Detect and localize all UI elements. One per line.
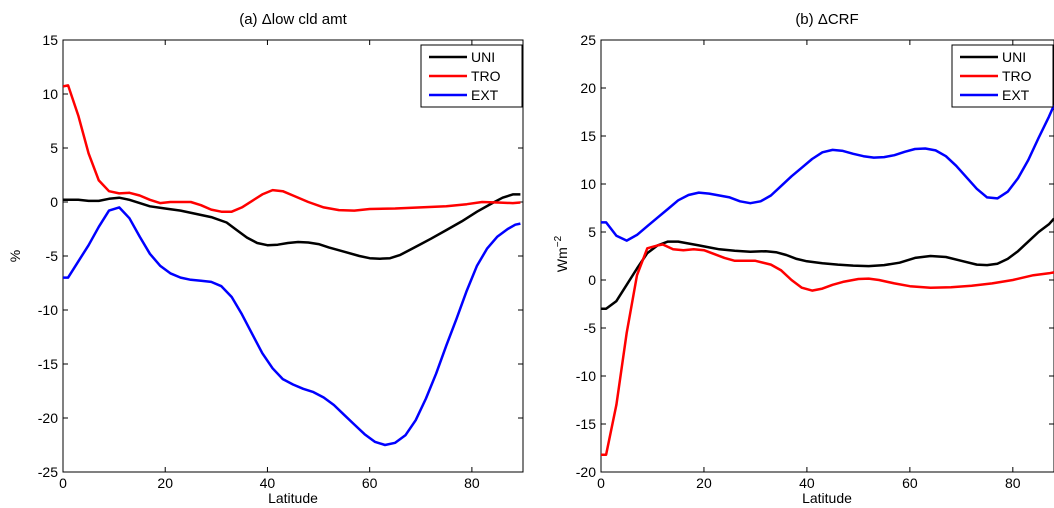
panel-a-xtick-label: 20 — [157, 475, 173, 491]
panel-b-legend: UNI TRO EXT — [951, 44, 1054, 108]
panel-a-series-tro — [63, 84, 521, 213]
panel-a-xtick-label: 60 — [362, 475, 378, 491]
panel-b-ytick-label: -5 — [584, 320, 597, 336]
panel-b-axes-box — [600, 39, 1054, 473]
panel-a-legend: UNI TRO EXT — [420, 44, 523, 108]
panel-a-xtick-label: 80 — [464, 475, 480, 491]
panel-b-legend-label-ext: EXT — [1002, 87, 1030, 103]
panel-a-xtick-label: 40 — [260, 475, 276, 491]
panel-b-xtick-label: 40 — [799, 475, 815, 491]
panel-a-xlabel: Latitude — [268, 490, 318, 506]
panel-b-ytick-label: 10 — [580, 176, 596, 192]
panel-b-ytick-label: 15 — [580, 128, 596, 144]
panel-a-series-uni — [63, 193, 521, 260]
panel-a-legend-label-ext: EXT — [471, 87, 499, 103]
panel-a-ytick-label: -20 — [38, 410, 58, 426]
panel-a-ytick-label: -5 — [46, 248, 59, 264]
panel-b-ytick-label: 5 — [588, 224, 596, 240]
panel-b-ytick-label: -15 — [576, 416, 596, 432]
panel-a-ytick-label: -15 — [38, 356, 58, 372]
panel-b-xtick-label: 80 — [1005, 475, 1021, 491]
panel-b-ylabel: Wm−2 — [553, 235, 570, 272]
panel-a-legend-label-tro: TRO — [471, 68, 501, 84]
panel-b-xtick-label: 0 — [597, 475, 605, 491]
panel-b-ylabel-unit: Wm — [554, 247, 570, 272]
panel-a-ytick-label: 10 — [42, 86, 58, 102]
panel-b-legend-label-uni: UNI — [1002, 49, 1026, 65]
panel-a-series-ext — [63, 206, 521, 447]
panel-a-ytick-label: 5 — [50, 140, 58, 156]
panel-b-xtick-label: 60 — [902, 475, 918, 491]
panel-b-series-uni — [601, 217, 1054, 311]
panel-a-ytick-label: -10 — [38, 302, 58, 318]
panel-b-series-ext — [601, 104, 1054, 242]
panel-a-ytick-label: 15 — [42, 32, 58, 48]
panel-a-title: (a) Δlow cld amt — [239, 11, 347, 28]
panel-b-ytick-label: 0 — [588, 272, 596, 288]
panel-b-legend-label-tro: TRO — [1002, 68, 1032, 84]
panel-a-legend-label-uni: UNI — [471, 49, 495, 65]
panel-b-ytick-label: -10 — [576, 368, 596, 384]
panel-b-ytick-label: -20 — [576, 464, 596, 480]
panel-b-series-tro — [601, 243, 1054, 456]
panel-a-ylabel: % — [7, 250, 23, 262]
panel-b-xlabel: Latitude — [802, 490, 852, 506]
panel-a-ytick-label: -25 — [38, 464, 58, 480]
panel-b-ytick-label: 25 — [580, 32, 596, 48]
panel-a-xtick-label: 0 — [59, 475, 67, 491]
panel-b-ytick-label: 20 — [580, 80, 596, 96]
panel-b-title: (b) ΔCRF — [795, 11, 858, 28]
panel-b-ylabel-exponent: −2 — [553, 235, 564, 247]
panel-a-ytick-label: 0 — [50, 194, 58, 210]
panel-b-xtick-label: 20 — [696, 475, 712, 491]
